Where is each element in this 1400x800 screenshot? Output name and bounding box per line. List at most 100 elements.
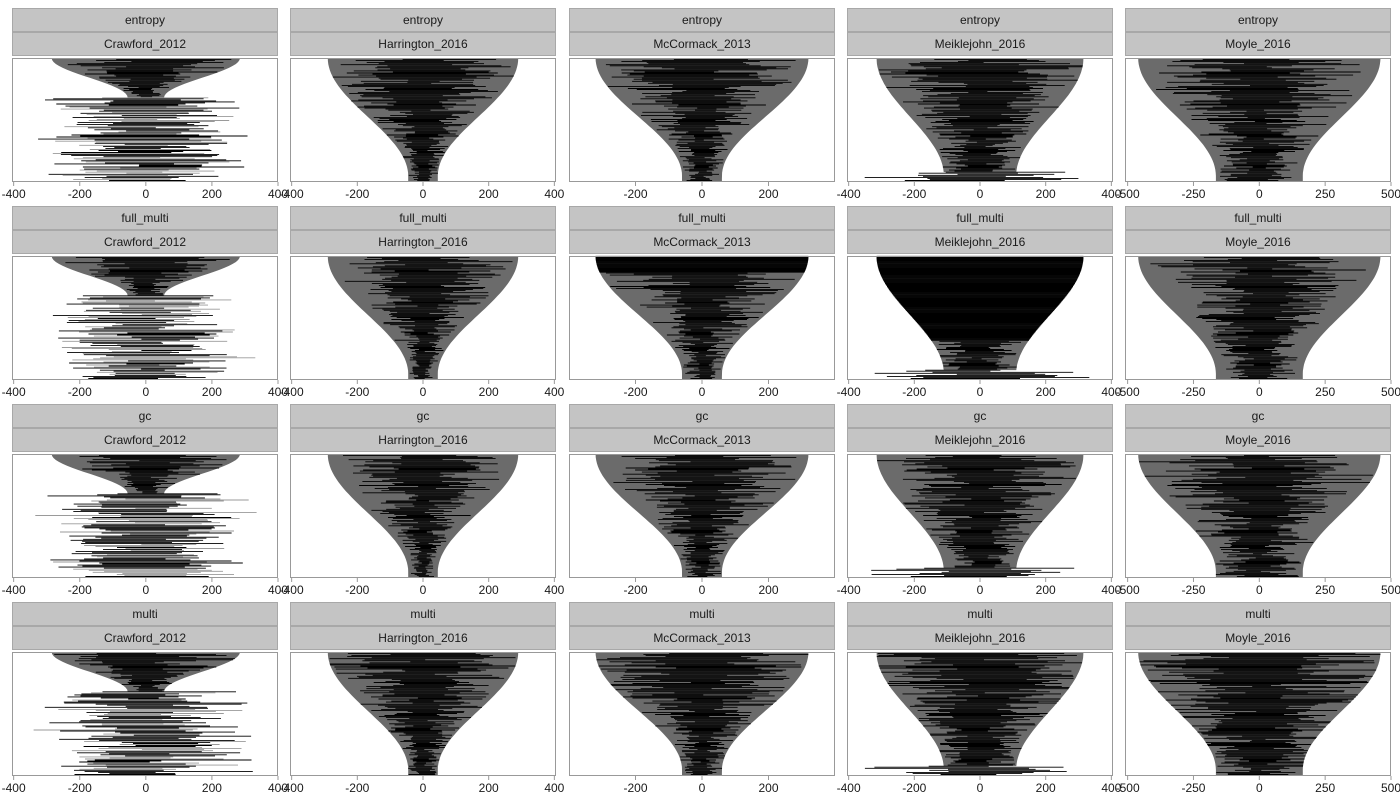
x-tick-label: 0: [1256, 187, 1263, 201]
x-tick-label: -400: [2, 187, 26, 201]
plot-svg: -400 -200 0 200 400: [280, 652, 565, 795]
x-tick-label: 250: [1315, 781, 1335, 795]
envelope-area: [595, 58, 809, 182]
plot-svg: -400 -200 0 200 400: [2, 652, 288, 795]
x-tick-label: 500: [1381, 583, 1400, 597]
envelope-area: [1138, 652, 1381, 776]
x-tick-label: 400: [544, 187, 564, 201]
plot-svg: -400 -200 0 200 400: [837, 58, 1122, 201]
facet-col-label: Moyle_2016: [1125, 230, 1391, 254]
facet-row-label: entropy: [12, 8, 278, 32]
x-tick-label: 200: [758, 583, 778, 597]
x-tick-label: -400: [837, 583, 861, 597]
panel-frame: [12, 454, 278, 578]
x-tick-label: -200: [68, 187, 92, 201]
x-tick-label: 200: [202, 187, 222, 201]
facet-panel: entropy McCormack_2013 -200 0 200: [569, 8, 835, 206]
facet-col-label: Harrington_2016: [290, 230, 556, 254]
facet-col-label: Moyle_2016: [1125, 428, 1391, 452]
panel-frame: [12, 256, 278, 380]
x-tick-label: -400: [2, 781, 26, 795]
facet-panel: multi Crawford_2012 -400 -200 0 200 400: [2, 602, 288, 800]
facet-panel: gc Crawford_2012 -400 -200 0 200 400: [2, 404, 288, 602]
x-tick-label: -250: [1181, 781, 1205, 795]
facet-panel: full_multi Meiklejohn_2016 -400 -200 0 200 400: [837, 206, 1122, 404]
facet-panel: entropy Harrington_2016 -400 -200 0 200 400: [280, 8, 565, 206]
x-tick-label: 250: [1315, 583, 1335, 597]
facet-row-label: entropy: [290, 8, 556, 32]
facet-col-label: Crawford_2012: [12, 32, 278, 56]
x-tick-label: 500: [1381, 781, 1400, 795]
x-tick-label: -200: [345, 385, 369, 399]
facet-panel: gc McCormack_2013 -200 0 200: [569, 404, 835, 602]
plot-area: -500 -250 0 250 500: [1116, 454, 1400, 597]
panel-frame: [290, 58, 556, 182]
panel-frame: [1125, 454, 1391, 578]
envelope-area: [327, 256, 519, 380]
x-tick-label: -200: [902, 187, 926, 201]
x-tick-label: 0: [420, 583, 427, 597]
facet-panel: multi Moyle_2016 -500 -250 0 250 500: [1116, 602, 1400, 800]
facet-panel: multi McCormack_2013 -200 0 200: [569, 602, 835, 800]
facet-col-label: McCormack_2013: [569, 428, 835, 452]
x-tick-label: -400: [2, 385, 26, 399]
facet-panel: full_multi Harrington_2016 -400 -200 0 200 400: [280, 206, 565, 404]
facet-row-label: full_multi: [1125, 206, 1391, 230]
x-tick-label: -200: [902, 781, 926, 795]
panel-frame: [847, 256, 1113, 380]
facet-row-label: multi: [569, 602, 835, 626]
facet-row-label: multi: [847, 602, 1113, 626]
x-tick-label: 200: [1036, 583, 1056, 597]
x-tick-label: 200: [202, 583, 222, 597]
facet-row-label: full_multi: [847, 206, 1113, 230]
panel-frame: [847, 58, 1113, 182]
facet-col-label: Harrington_2016: [290, 626, 556, 650]
facet-col-label: Crawford_2012: [12, 428, 278, 452]
x-tick-label: 500: [1381, 385, 1400, 399]
facet-row-label: full_multi: [290, 206, 556, 230]
facet-panel: multi Harrington_2016 -400 -200 0 200 400: [280, 602, 565, 800]
plot-svg: -400 -200 0 200 400: [2, 454, 288, 597]
panel-frame: [1125, 58, 1391, 182]
plot-svg: -200 0 200: [569, 255, 835, 399]
x-tick-label: 400: [1101, 187, 1121, 201]
plot-area: -400 -200 0 200 400: [837, 255, 1122, 399]
x-tick-label: 500: [1381, 187, 1400, 201]
x-tick-label: -500: [1116, 385, 1140, 399]
x-tick-label: 400: [268, 187, 288, 201]
x-tick-label: -250: [1181, 583, 1205, 597]
x-tick-label: 400: [1101, 583, 1121, 597]
plot-area: -400 -200 0 200 400: [2, 652, 288, 795]
plot-svg: -400 -200 0 200 400: [2, 256, 288, 399]
x-tick-label: -400: [280, 583, 304, 597]
facet-panel: gc Harrington_2016 -400 -200 0 200 400: [280, 404, 565, 602]
x-tick-label: -400: [837, 781, 861, 795]
x-tick-label: -200: [345, 187, 369, 201]
plot-svg: -400 -200 0 200 400: [837, 454, 1122, 597]
x-tick-label: 200: [1036, 781, 1056, 795]
envelope-area: [1138, 58, 1381, 182]
x-tick-label: 0: [1256, 583, 1263, 597]
x-tick-label: 0: [142, 187, 149, 201]
plot-area: -200 0 200: [569, 652, 835, 795]
x-tick-label: 0: [420, 187, 427, 201]
panel-frame: [290, 454, 556, 578]
x-tick-label: 0: [977, 187, 984, 201]
x-tick-label: -400: [2, 583, 26, 597]
plot-area: -400 -200 0 200 400: [837, 652, 1122, 795]
x-tick-label: 200: [479, 781, 499, 795]
x-tick-label: -200: [623, 187, 647, 201]
x-tick-label: -200: [623, 385, 647, 399]
plot-area: -400 -200 0 200 400: [837, 454, 1122, 597]
x-tick-label: 200: [479, 385, 499, 399]
plot-area: -400 -200 0 200 400: [2, 58, 288, 201]
facet-row-label: gc: [569, 404, 835, 428]
facet-row-label: entropy: [569, 8, 835, 32]
x-tick-label: 0: [1256, 781, 1263, 795]
plot-svg: -500 -250 0 250 500: [1116, 256, 1400, 399]
plot-svg: -400 -200 0 200 400: [280, 256, 565, 399]
panel-frame: [569, 652, 835, 776]
x-tick-label: -200: [623, 781, 647, 795]
x-tick-label: 200: [1036, 187, 1056, 201]
x-tick-label: 0: [977, 583, 984, 597]
